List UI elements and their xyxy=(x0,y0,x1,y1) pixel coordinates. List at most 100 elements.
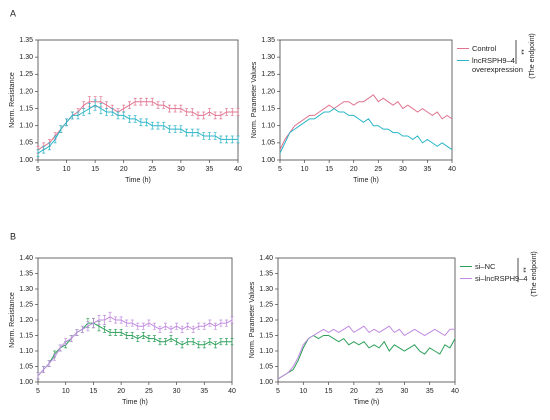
y-tick-label: 1.30 xyxy=(19,286,33,293)
x-tick-label: 30 xyxy=(401,388,409,395)
error-bar xyxy=(125,332,129,339)
x-axis-label: Time (h) xyxy=(353,177,379,184)
error-bar xyxy=(127,101,131,109)
error-bar xyxy=(114,316,118,324)
y-tick-label: 1.25 xyxy=(259,301,273,308)
legend: Control lncRSPH9–4 overexpression xyxy=(457,44,537,77)
legend-label: si–NC xyxy=(475,262,496,271)
error-bar xyxy=(59,125,63,133)
error-bar xyxy=(58,344,62,352)
panel-label: B xyxy=(10,231,16,241)
y-tick-label: 1.10 xyxy=(19,348,33,355)
y-tick-label: 1.20 xyxy=(259,317,273,324)
annotation: (The endpoint) xyxy=(529,33,536,79)
legend-swatch xyxy=(457,60,469,61)
y-tick-label: 1.40 xyxy=(19,255,33,262)
error-bar xyxy=(122,104,126,113)
error-bar xyxy=(136,335,140,343)
legend-swatch xyxy=(460,266,472,267)
error-bar xyxy=(213,132,217,140)
legend-item: si–NC xyxy=(460,262,540,271)
plot-frame xyxy=(277,257,456,383)
error-bar xyxy=(105,108,109,116)
y-tick-label: 1.15 xyxy=(19,105,33,112)
x-tick-label: 10 xyxy=(299,388,307,395)
x-tick-label: 10 xyxy=(63,166,71,173)
error-bar xyxy=(202,322,206,330)
x-tick-label: 10 xyxy=(301,166,309,173)
legend-item: si–lncRSPH9–4 xyxy=(460,274,540,283)
error-bar xyxy=(110,108,114,116)
error-bar xyxy=(173,125,177,133)
error-bar xyxy=(158,338,162,346)
error-bar xyxy=(114,328,118,336)
x-axis-label: Time (h) xyxy=(125,177,151,184)
error-bar xyxy=(82,101,86,109)
error-bar xyxy=(133,97,137,106)
y-tick-label: 1.35 xyxy=(261,37,275,44)
y-tick-label: 1.15 xyxy=(261,105,275,112)
error-bar xyxy=(180,341,184,349)
error-bar xyxy=(133,115,137,123)
series-line xyxy=(37,104,238,154)
error-bar xyxy=(213,111,217,120)
y-tick-label: 1.30 xyxy=(19,54,33,61)
y-tick-label: 1.10 xyxy=(19,123,33,130)
x-tick-label: 5 xyxy=(278,166,282,173)
error-bar xyxy=(230,108,234,116)
series-line xyxy=(37,316,233,377)
legend-label: Control xyxy=(472,44,497,53)
error-bar xyxy=(105,101,109,109)
legend: si–NC si–lncRSPH9–4 xyxy=(460,262,540,286)
error-bar xyxy=(169,325,173,333)
error-bar xyxy=(119,316,123,324)
x-tick-label: 35 xyxy=(426,388,434,395)
error-bar xyxy=(42,366,46,374)
error-bar xyxy=(139,97,143,106)
y-tick-label: 1.05 xyxy=(19,363,33,370)
error-bar xyxy=(213,341,217,349)
y-tick-label: 1.00 xyxy=(259,379,273,386)
error-bar xyxy=(230,135,234,144)
error-bar xyxy=(80,325,84,333)
error-bar xyxy=(236,108,240,116)
y-tick-label: 1.00 xyxy=(261,157,275,164)
error-bar xyxy=(156,121,160,130)
error-bar xyxy=(190,128,194,137)
y-tick-label: 1.05 xyxy=(19,140,33,147)
x-axis-label: Time (h) xyxy=(122,399,148,406)
error-bar xyxy=(147,335,151,343)
error-bar xyxy=(65,118,69,127)
error-bar xyxy=(53,135,57,144)
annotation: (The endpoint) xyxy=(531,251,538,297)
error-bar xyxy=(202,111,206,120)
error-bar xyxy=(108,311,112,322)
x-tick-label: 20 xyxy=(350,388,358,395)
significance: ** xyxy=(517,49,524,55)
error-bar xyxy=(190,108,194,116)
error-bar xyxy=(167,125,171,133)
error-bar xyxy=(99,103,103,115)
error-bar xyxy=(82,108,86,116)
y-tick-label: 1.25 xyxy=(19,71,33,78)
error-bar xyxy=(186,338,190,346)
y-tick-label: 1.40 xyxy=(259,255,273,262)
x-tick-label: 30 xyxy=(399,166,407,173)
error-bar xyxy=(213,322,217,330)
error-bar xyxy=(64,338,68,346)
error-bar xyxy=(208,338,212,346)
error-bar xyxy=(196,111,200,120)
error-bar xyxy=(87,103,91,115)
error-bar xyxy=(139,118,143,127)
x-tick-label: 25 xyxy=(374,166,382,173)
error-bar xyxy=(150,97,154,106)
y-axis-label: Norm. Parameter Values xyxy=(249,281,256,358)
error-bar xyxy=(224,338,228,346)
x-tick-label: 20 xyxy=(120,166,128,173)
x-tick-label: 20 xyxy=(350,166,358,173)
x-tick-label: 25 xyxy=(148,166,156,173)
legend-label: lncRSPH9–4 overexpression xyxy=(472,56,523,74)
x-tick-label: 15 xyxy=(91,166,99,173)
x-tick-label: 40 xyxy=(228,388,236,395)
